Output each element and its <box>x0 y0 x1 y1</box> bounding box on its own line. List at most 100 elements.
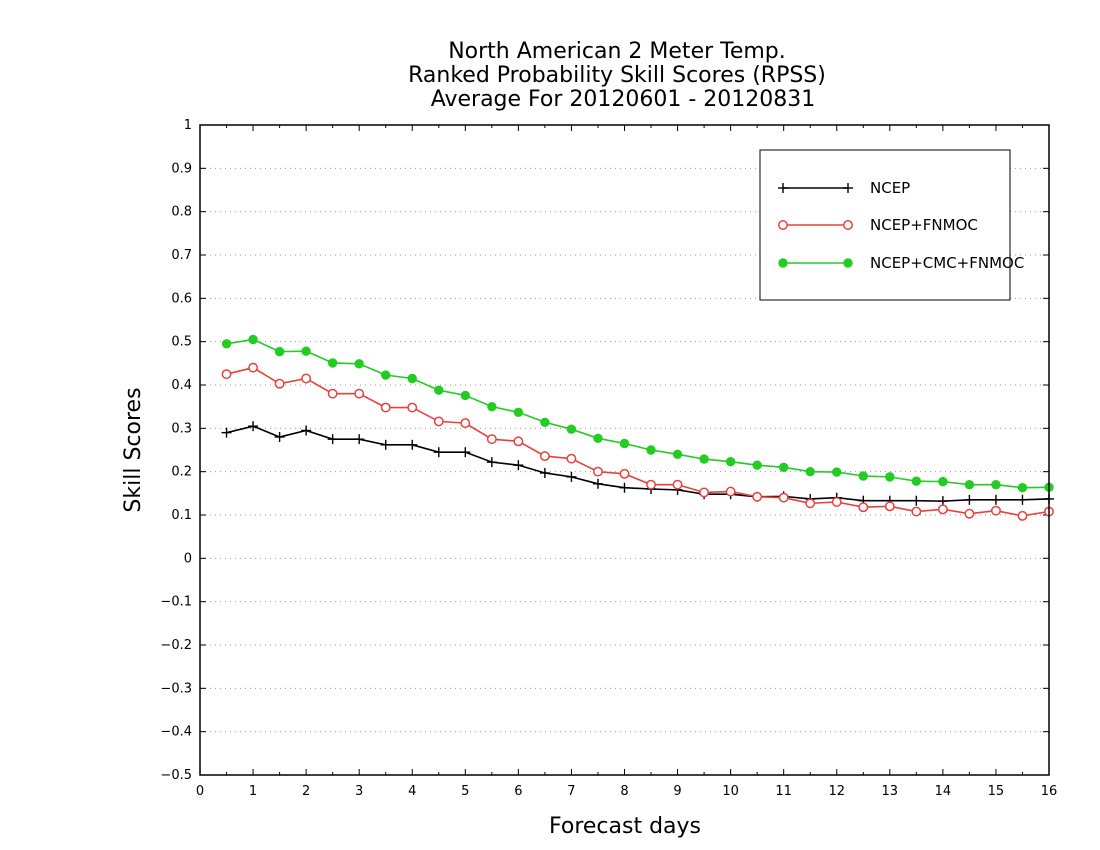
data-point-ncep-cmc-fnmoc <box>434 385 444 395</box>
legend-swatch-marker <box>843 258 853 268</box>
legend-label: NCEP <box>870 179 910 197</box>
y-tick-label: 1 <box>184 118 192 133</box>
data-point-ncep-cmc-fnmoc <box>832 467 842 477</box>
data-point-ncep-fnmoc <box>805 498 816 509</box>
data-point-ncep <box>486 457 497 468</box>
data-point-ncep-fnmoc <box>964 508 975 519</box>
data-point-ncep-fnmoc <box>380 402 391 413</box>
data-point-ncep <box>248 421 259 432</box>
data-point-ncep-cmc-fnmoc <box>885 472 895 482</box>
y-tick-label: 0.6 <box>171 291 192 306</box>
data-point-ncep <box>990 494 1001 505</box>
x-tick-label: 14 <box>935 784 952 799</box>
data-point-ncep-cmc-fnmoc <box>354 359 364 369</box>
x-tick-label: 1 <box>249 784 257 799</box>
data-point-ncep <box>407 439 418 450</box>
data-point-ncep-fnmoc <box>831 497 842 507</box>
data-point-ncep-cmc-fnmoc <box>460 390 471 401</box>
data-point-ncep-fnmoc <box>646 479 656 490</box>
data-point-ncep-fnmoc <box>725 486 736 497</box>
title-line-2: Ranked Probability Skill Scores (RPSS) <box>408 63 826 88</box>
x-axis-title: Forecast days <box>549 814 701 839</box>
y-tick-label: 0 <box>184 551 192 566</box>
y-tick-label: 0.1 <box>171 508 192 523</box>
data-point-ncep-fnmoc <box>327 388 338 399</box>
x-tick-label: 5 <box>461 784 469 799</box>
x-tick-label: 7 <box>567 784 575 799</box>
data-point-ncep <box>301 425 312 436</box>
data-point-ncep <box>327 434 338 445</box>
data-point-ncep-fnmoc <box>699 487 710 498</box>
x-tick-label: 8 <box>620 784 628 799</box>
y-tick-label: 0.9 <box>171 161 192 176</box>
x-tick-label: 4 <box>408 784 416 799</box>
data-point-ncep-fnmoc <box>274 378 285 389</box>
data-point-ncep <box>221 427 232 438</box>
data-point-ncep-cmc-fnmoc <box>566 424 577 434</box>
data-point-ncep-fnmoc <box>1017 510 1028 521</box>
legend-swatch-marker <box>843 220 853 230</box>
x-axis-ticks: 0 1 2 3 4 5 6 7 8 9 10 11 12 13 14 15 16 <box>196 125 1057 799</box>
data-point-ncep-fnmoc <box>884 501 895 512</box>
y-tick-label: 0.2 <box>171 465 192 480</box>
y-tick-label: 0.4 <box>171 378 192 393</box>
y-tick-label: 0.7 <box>171 248 192 263</box>
y-tick-label: −0.3 <box>160 681 192 696</box>
legend-entry-ncep: NCEP <box>778 179 910 197</box>
legend-swatch-marker <box>843 183 853 193</box>
data-point-ncep-fnmoc <box>460 418 471 429</box>
x-tick-label: 13 <box>882 784 899 799</box>
x-tick-label: 2 <box>302 784 310 799</box>
data-point-ncep <box>380 439 391 450</box>
data-point-ncep-cmc-fnmoc <box>805 466 815 477</box>
data-point-ncep-fnmoc <box>566 453 577 464</box>
x-tick-label: 6 <box>514 784 522 799</box>
data-point-ncep-cmc-fnmoc <box>593 433 603 443</box>
data-point-ncep-fnmoc <box>911 506 922 517</box>
data-point-ncep-cmc-fnmoc <box>778 462 789 473</box>
data-point-ncep-cmc-fnmoc <box>699 454 709 464</box>
x-tick-label: 0 <box>196 784 204 799</box>
data-point-ncep-fnmoc <box>513 436 524 447</box>
data-point-ncep-cmc-fnmoc <box>274 346 285 357</box>
legend-label: NCEP+FNMOC <box>870 216 978 234</box>
x-tick-label: 3 <box>355 784 363 799</box>
legend-swatch-marker <box>778 183 788 193</box>
title-line-1: North American 2 Meter Temp. <box>448 39 786 64</box>
y-tick-label: 0.5 <box>171 335 192 350</box>
plot-frame <box>199 124 1050 776</box>
legend-swatch-marker <box>778 258 788 268</box>
data-point-ncep-fnmoc <box>407 402 418 413</box>
data-point-ncep-cmc-fnmoc <box>991 479 1001 490</box>
data-point-ncep-fnmoc <box>221 369 232 380</box>
data-point-ncep <box>354 434 365 445</box>
data-point-ncep <box>539 467 550 478</box>
legend-label: NCEP+CMC+FNMOC <box>870 254 1024 272</box>
data-point-ncep-cmc-fnmoc <box>911 476 922 486</box>
data-point-ncep-fnmoc <box>672 479 683 490</box>
data-point-ncep-fnmoc <box>858 502 869 513</box>
legend: NCEP NCEP+FNMOC NCEP+CMC+FNMOC <box>759 149 1024 301</box>
data-point-ncep <box>274 432 285 442</box>
x-tick-label: 11 <box>775 784 792 799</box>
x-tick-label: 16 <box>1041 784 1058 799</box>
data-point-ncep-cmc-fnmoc <box>540 417 550 427</box>
data-point-ncep-fnmoc <box>301 373 312 384</box>
data-point-ncep-cmc-fnmoc <box>1017 483 1028 493</box>
data-point-ncep-fnmoc <box>990 505 1001 516</box>
data-point-ncep <box>619 482 630 493</box>
data-point-ncep-fnmoc <box>752 491 763 502</box>
data-point-ncep-fnmoc <box>539 451 550 462</box>
y-tick-label: −0.1 <box>160 595 192 610</box>
data-point-ncep-fnmoc <box>354 388 365 399</box>
data-point-ncep-cmc-fnmoc <box>752 460 762 470</box>
data-point-ncep <box>592 478 603 489</box>
data-point-ncep-fnmoc <box>778 492 789 503</box>
data-point-ncep-cmc-fnmoc <box>672 449 683 460</box>
data-point-ncep-cmc-fnmoc <box>487 401 497 412</box>
data-point-ncep <box>566 471 577 482</box>
data-point-ncep-cmc-fnmoc <box>646 445 656 455</box>
data-point-ncep <box>433 447 444 458</box>
data-point-ncep-fnmoc <box>433 416 444 427</box>
